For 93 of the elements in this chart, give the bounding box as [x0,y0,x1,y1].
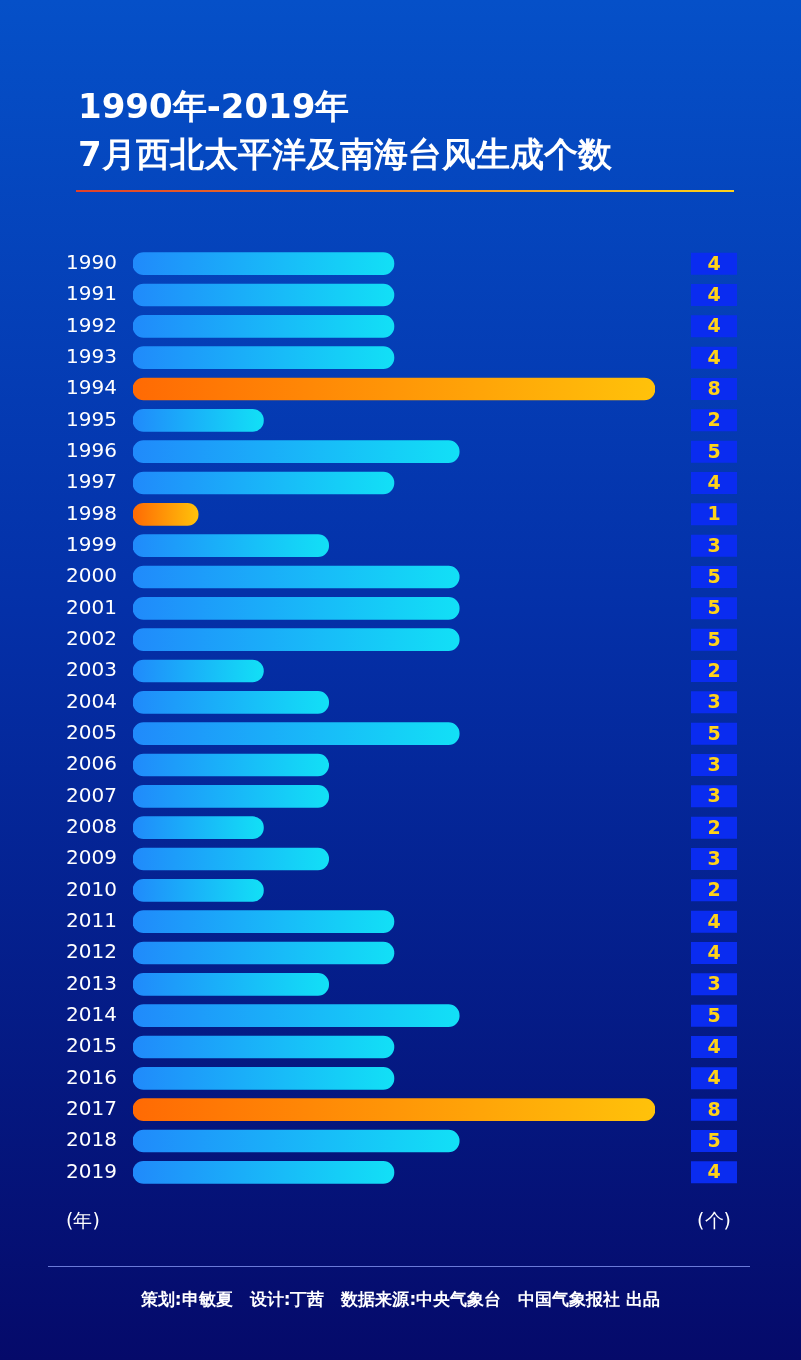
bar [132,785,330,808]
data-label: 2 [707,815,721,838]
bar [132,691,330,714]
data-label: 5 [707,1003,721,1026]
data-label: 4 [707,940,721,963]
y-tick-label: 1994 [65,375,117,400]
y-tick-label: 2002 [65,625,117,650]
data-label: 5 [707,721,721,744]
bar [132,816,264,839]
data-label: 5 [707,596,721,619]
y-tick-label: 2007 [65,782,117,807]
bar [132,1129,460,1153]
y-tick-label: 2019 [65,1158,117,1183]
y-tick-label: 2013 [65,970,117,995]
y-tick-label: 1997 [65,469,117,494]
bar [132,346,395,369]
y-axis-title: (年) [66,1208,100,1231]
y-tick-label: 2008 [65,813,117,838]
data-label: 3 [707,690,721,713]
bar [132,659,264,683]
data-label: 2 [707,408,721,431]
y-tick-label: 1992 [65,312,117,337]
y-tick-label: 1991 [65,281,117,306]
bar [132,941,395,965]
data-label: 4 [707,251,721,274]
data-label: 3 [707,752,721,775]
y-tick-label: 2000 [65,563,117,588]
data-label: 4 [707,470,721,493]
data-label: 8 [707,1097,721,1120]
bar [132,565,460,589]
y-tick-label: 2003 [65,657,117,682]
y-tick-label: 2016 [65,1064,117,1089]
y-tick-label: 1990 [65,249,117,274]
data-label: 4 [707,345,721,368]
data-label: 3 [707,846,721,869]
y-tick-label: 1998 [65,500,117,525]
bar [132,409,264,432]
bar [132,377,655,401]
bar [132,847,330,871]
data-label: 4 [707,1066,721,1089]
y-tick-label: 2010 [65,876,117,901]
data-label: 3 [707,533,721,556]
y-tick-label: 2011 [65,907,117,932]
text: 策划:申敏夏 设计:丁茜 数据来源:中央气象台 中国气象报社 出品 [139,1288,662,1311]
bar [132,910,395,933]
bar [132,1067,395,1090]
bar [132,252,395,275]
data-label: 4 [707,314,721,337]
data-label: 1 [707,502,721,525]
data-label: 8 [707,376,721,399]
y-tick-label: 2018 [65,1127,117,1152]
bar [132,973,330,996]
data-label: 3 [707,972,721,995]
y-tick-label: 2014 [65,1001,117,1026]
y-tick-label: 2004 [65,688,117,713]
bar [132,722,460,745]
bar [132,534,330,557]
bar [132,315,395,338]
y-tick-label: 2012 [65,939,117,964]
bar [132,753,330,777]
data-label: 5 [707,1128,721,1151]
y-tick-label: 2015 [65,1033,117,1058]
bar [132,471,395,495]
bar [132,440,460,463]
data-label: 3 [707,784,721,807]
y-tick-label: 1996 [65,437,117,462]
chart-title: 1990年-2019年 7月西北太平洋及南海台风生成个数 [78,85,612,176]
data-label: 5 [707,564,721,587]
data-label: 4 [707,1160,721,1183]
bar [132,1161,395,1184]
bar [132,1098,655,1121]
y-tick-label: 2005 [65,719,117,744]
y-tick-label: 2006 [65,751,117,776]
bar [132,597,460,620]
y-tick-label: 2017 [65,1095,117,1120]
y-tick-label: 2001 [65,594,117,619]
data-label: 4 [707,909,721,932]
y-tick-label: 1993 [65,343,117,368]
data-label: 4 [707,1034,721,1057]
data-label: 4 [707,282,721,305]
bar [132,628,460,651]
data-label: 2 [707,658,721,681]
bar [132,283,395,307]
data-label: 5 [707,439,721,462]
bar [132,879,264,902]
data-label: 5 [707,627,721,650]
y-tick-label: 1995 [65,406,117,431]
y-tick-label: 1999 [65,531,117,556]
data-label: 2 [707,878,721,901]
bar [132,1035,395,1059]
bar [132,1004,460,1027]
x-axis-title: (个) [697,1208,731,1231]
y-tick-label: 2009 [65,845,117,870]
